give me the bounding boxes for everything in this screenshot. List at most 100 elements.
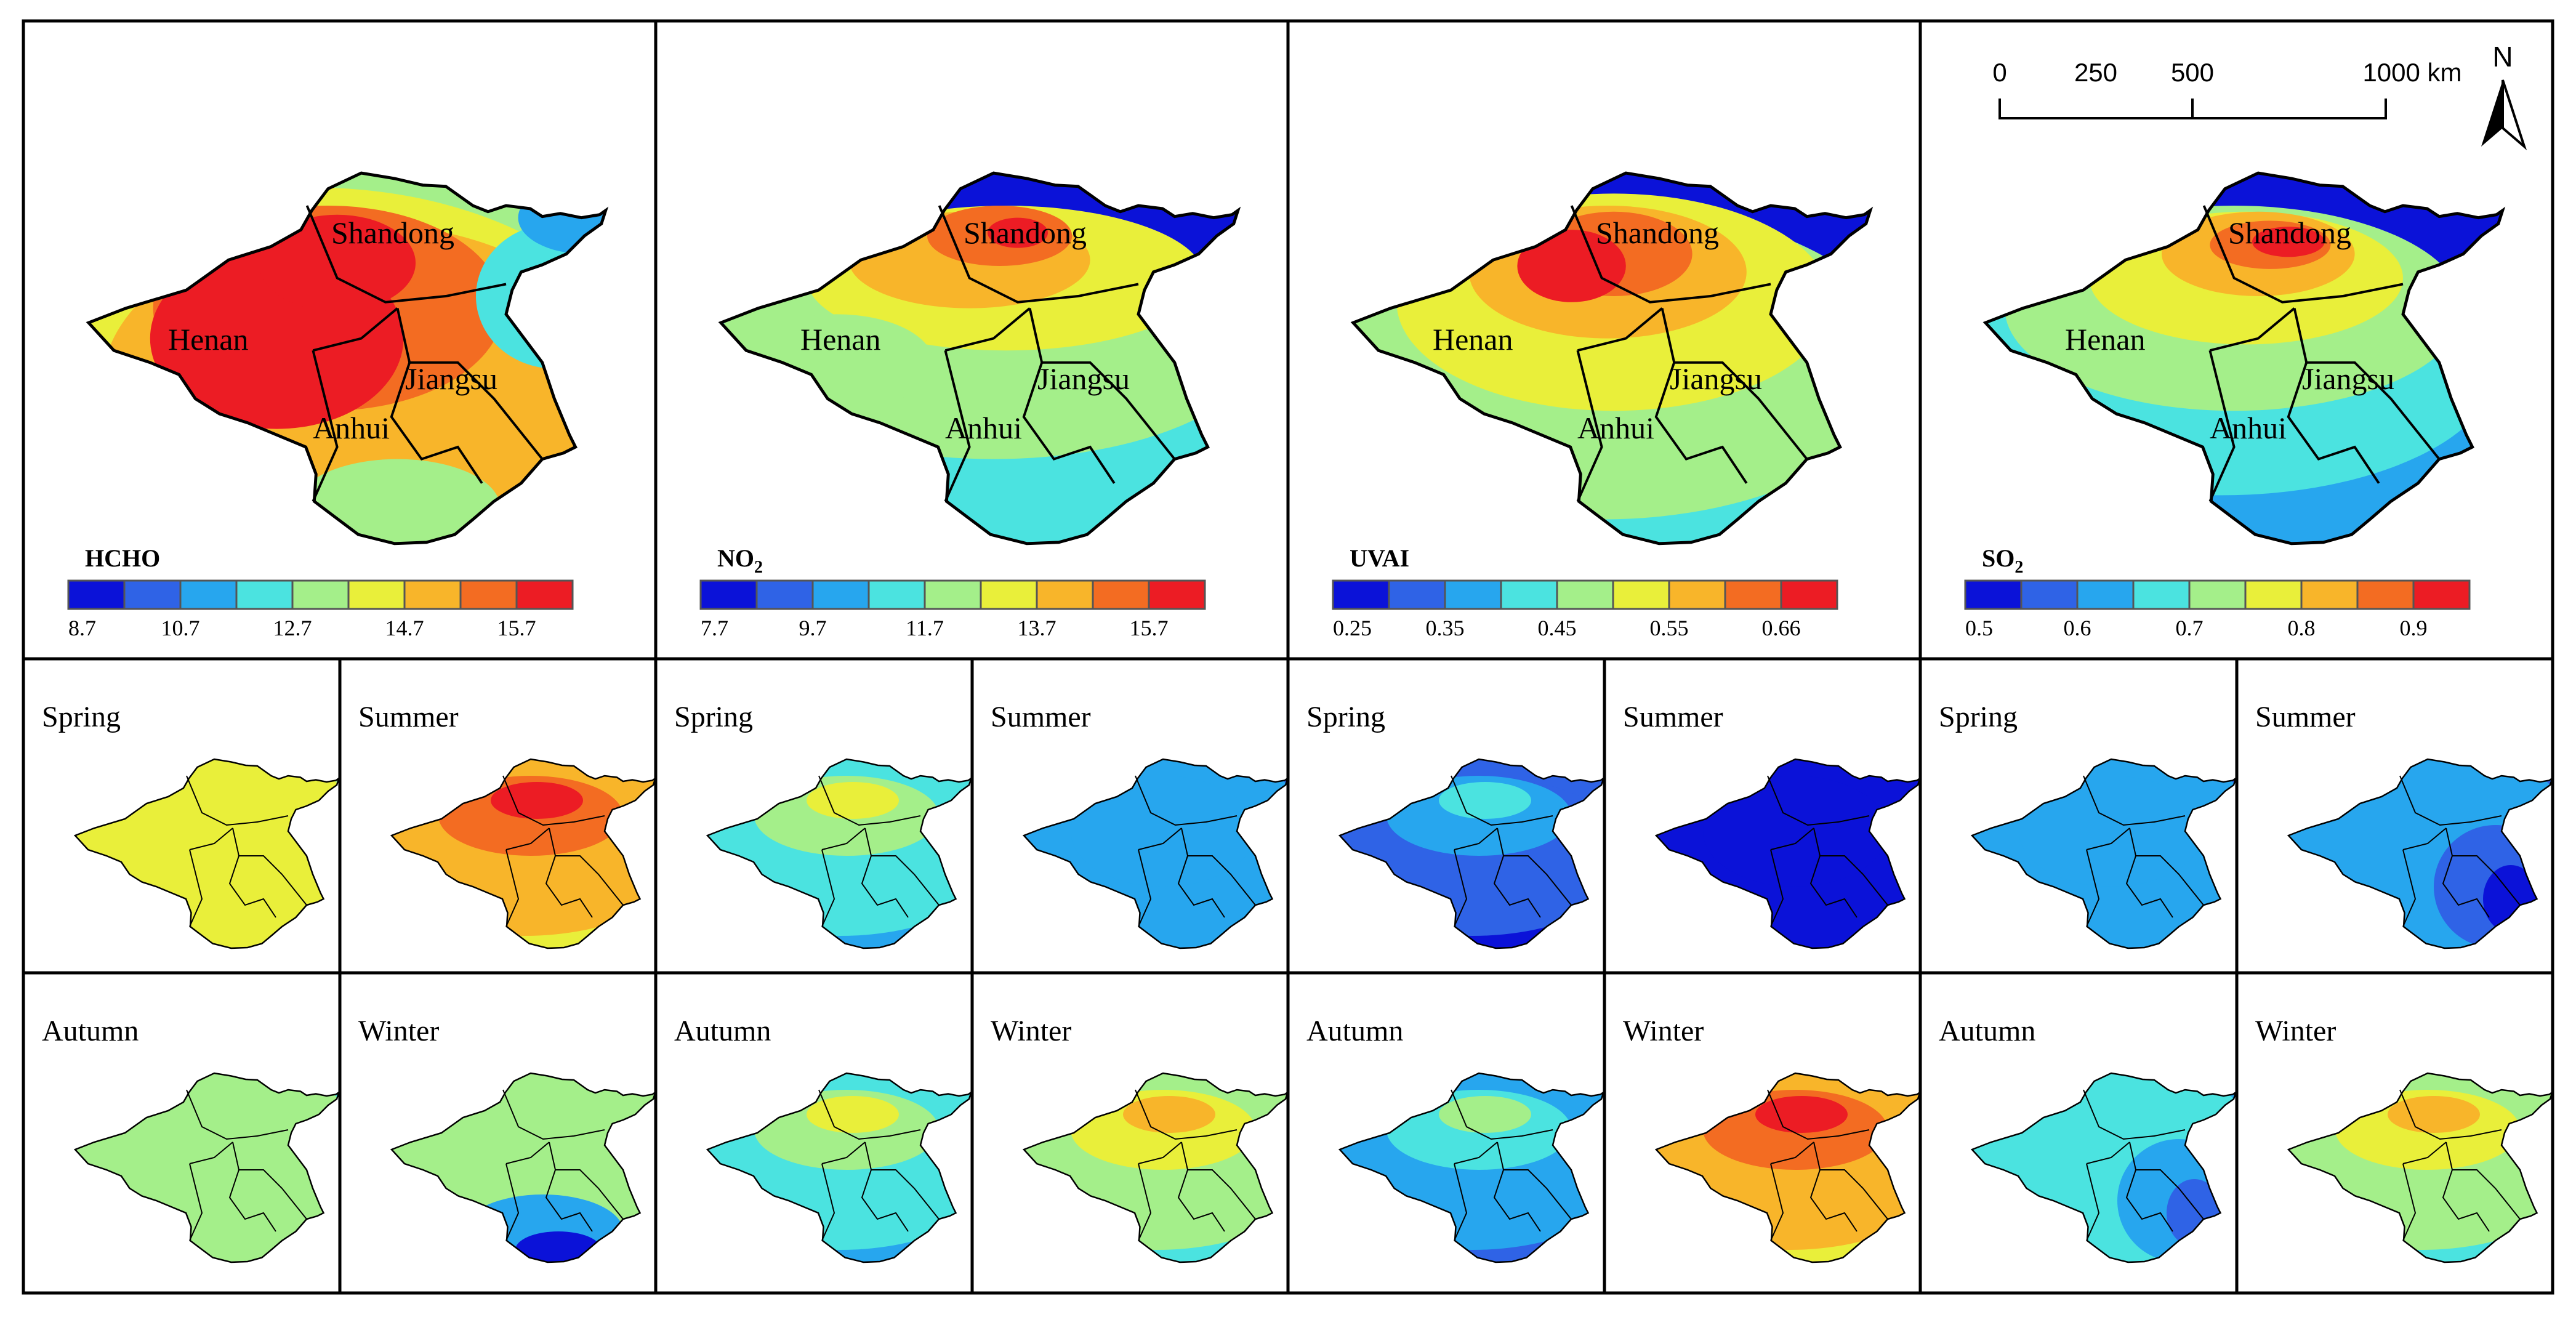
legend-swatch <box>1724 579 1782 610</box>
legend-swatch <box>179 579 238 610</box>
province-label: Henan <box>168 322 249 356</box>
legend-swatch <box>1556 579 1614 610</box>
season-panel: Autumn <box>1306 1015 1604 1263</box>
province-label: Anhui <box>2210 411 2287 445</box>
legend-swatch <box>2300 579 2359 610</box>
province-label: Anhui <box>313 411 390 445</box>
season-panel: Autumn <box>42 1015 340 1263</box>
season-label: Autumn <box>674 1015 771 1047</box>
season-panel: Summer <box>2255 701 2553 949</box>
season-label: Autumn <box>42 1015 139 1047</box>
legend-swatch <box>1500 579 1558 610</box>
legend-swatch <box>2020 579 2079 610</box>
legend-swatch <box>291 579 350 610</box>
season-label: Summer <box>2255 701 2356 733</box>
province-label: Shandong <box>1596 215 1719 250</box>
season-panel: Summer <box>1623 701 1921 949</box>
legend-tick-label: 0.9 <box>2400 616 2428 640</box>
legend-swatch <box>699 579 758 610</box>
legend-swatch <box>67 579 126 610</box>
season-label: Spring <box>1306 701 1385 733</box>
season-label: Winter <box>358 1015 439 1047</box>
legend-swatch <box>2412 579 2471 610</box>
province-label: Henan <box>2065 322 2146 356</box>
legend-tick-label: 0.5 <box>1965 616 1993 640</box>
legend-swatch <box>980 579 1038 610</box>
legend-tick-label: 11.7 <box>906 616 944 640</box>
season-label: Spring <box>1939 701 2018 733</box>
legend-tick-label: 0.55 <box>1650 616 1689 640</box>
legend-tick-label: 14.7 <box>385 616 424 640</box>
legend-swatch <box>755 579 814 610</box>
legend-tick-label: 13.7 <box>1018 616 1057 640</box>
season-panel: Spring <box>42 701 340 949</box>
legend-swatch <box>403 579 462 610</box>
scale-tick-label: 1000 km <box>2362 58 2461 87</box>
province-label: Shandong <box>331 215 454 250</box>
legend-tick-label: 15.7 <box>1130 616 1169 640</box>
legend-swatch <box>1780 579 1838 610</box>
legend-tick-label: 8.7 <box>68 616 96 640</box>
legend-tick-label: 0.6 <box>2064 616 2091 640</box>
province-label: Jiangsu <box>1037 361 1130 396</box>
season-panel: Spring <box>1939 701 2237 949</box>
season-label: Autumn <box>1306 1015 1403 1047</box>
province-label: Henan <box>800 322 881 356</box>
legend-swatch <box>515 579 574 610</box>
legend-tick-label: 0.8 <box>2288 616 2316 640</box>
legend-swatch <box>1388 579 1446 610</box>
season-label: Spring <box>674 701 753 733</box>
legend-title: SO2 <box>1982 544 2023 577</box>
season-panel: Winter <box>991 1015 1289 1263</box>
legend-swatch <box>1444 579 1502 610</box>
season-panel: Spring <box>674 701 972 949</box>
legend-tick-label: 0.45 <box>1538 616 1577 640</box>
big-panel: Shandong Henan Jiangsu Anhui NO2 7.7 9.7 11.7 13… <box>699 25 1343 640</box>
legend-tick-label: 12.7 <box>273 616 312 640</box>
season-label: Winter <box>1623 1015 1704 1047</box>
season-label: Summer <box>991 701 1091 733</box>
season-panel: Winter <box>2255 1015 2553 1263</box>
legend-title: UVAI <box>1350 544 1409 572</box>
season-label: Summer <box>1623 701 1723 733</box>
season-panel: Spring <box>1306 701 1604 949</box>
season-panel: Winter <box>358 1015 656 1263</box>
legend-tick-label: 7.7 <box>701 616 728 640</box>
legend-title: NO2 <box>717 544 763 577</box>
legend-swatch <box>924 579 982 610</box>
province-label: Jiangsu <box>1670 361 1762 396</box>
legend-tick-label: 10.7 <box>161 616 200 640</box>
season-panel: Autumn <box>674 1015 972 1263</box>
scale-bar <box>1998 99 2387 119</box>
legend-tick-label: 9.7 <box>799 616 827 640</box>
legend-swatch <box>2244 579 2303 610</box>
legend-swatch <box>811 579 870 610</box>
season-label: Winter <box>991 1015 1071 1047</box>
legend-swatch <box>867 579 926 610</box>
province-label: Anhui <box>945 411 1022 445</box>
legend-swatch <box>123 579 182 610</box>
big-panel: Shandong Henan Jiangsu Anhui HCHO 8.7 10.7 12.7… <box>67 25 687 640</box>
big-panel: Shandong Henan Jiangsu Anhui SO2 0.5 0.6 0.7 0.8… <box>1964 25 2576 640</box>
legend-swatch <box>1092 579 1150 610</box>
north-arrow-icon: N <box>2481 41 2527 151</box>
legend-swatch <box>1964 579 2023 610</box>
legend-swatch <box>1036 579 1094 610</box>
north-label: N <box>2492 41 2513 73</box>
legend-swatch <box>2188 579 2247 610</box>
season-label: Spring <box>42 701 121 733</box>
legend-swatch <box>2356 579 2415 610</box>
legend-swatch <box>2076 579 2135 610</box>
legend-swatch <box>1148 579 1206 610</box>
season-label: Summer <box>358 701 459 733</box>
legend-swatch <box>2132 579 2191 610</box>
season-label: Autumn <box>1939 1015 2035 1047</box>
big-panel: Shandong Henan Jiangsu Anhui UVAI 0.25 0.35 0.4… <box>1332 25 1952 640</box>
season-label: Winter <box>2255 1015 2336 1047</box>
province-label: Shandong <box>964 215 1087 250</box>
province-label: Anhui <box>1577 411 1654 445</box>
province-label: Henan <box>1433 322 1513 356</box>
legend-tick-label: 0.66 <box>1762 616 1801 640</box>
legend-tick-label: 0.25 <box>1333 616 1372 640</box>
